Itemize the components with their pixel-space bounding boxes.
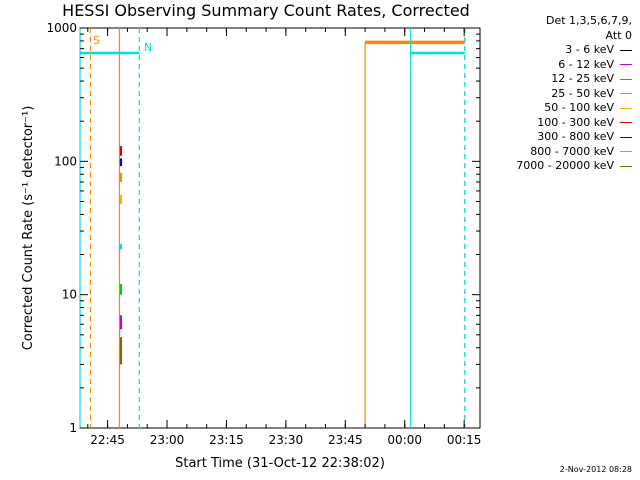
legend-header-line1: Det 1,3,5,6,7,9,	[545, 14, 632, 27]
legend-swatch	[620, 165, 632, 167]
legend-entry: 25 - 50 keV	[484, 87, 632, 102]
y-tick-label: 1	[69, 421, 77, 435]
legend-entry-label: 6 - 12 keV	[558, 57, 614, 71]
chart-title: HESSI Observing Summary Count Rates, Cor…	[62, 1, 470, 20]
y-tick-label: 100	[54, 154, 77, 168]
legend-entry: 100 - 300 keV	[484, 116, 632, 131]
y-tick-label: 1000	[46, 21, 77, 35]
x-tick-label: 23:45	[328, 433, 363, 447]
legend-entry-label: 300 - 800 keV	[537, 130, 614, 143]
legend-entry: 12 - 25 keV	[484, 72, 632, 87]
legend-header-line2: Att 0	[605, 28, 632, 42]
x-tick-label: 23:15	[209, 433, 244, 447]
s-marker-label: S	[93, 34, 100, 47]
generated-date: 2-Nov-2012 08:28	[559, 465, 632, 474]
legend-entry-label: 800 - 7000 keV	[530, 144, 614, 158]
legend-swatch	[620, 136, 632, 138]
legend-entry: 800 - 7000 keV	[484, 145, 632, 160]
legend-swatch	[620, 64, 632, 66]
legend-entries: 3 - 6 keV 6 - 12 keV 12 - 25 keV 25 - 50 ke…	[484, 43, 632, 174]
legend-swatch	[620, 107, 632, 109]
y-tick-label: 10	[62, 288, 77, 302]
legend-entry-label: 12 - 25 keV	[551, 72, 614, 85]
legend: Det 1,3,5,6,7,9, Att 0 3 - 6 keV 6 - 12 k…	[484, 14, 632, 174]
legend-entry: 300 - 800 keV	[484, 130, 632, 145]
n-marker-label: N	[144, 41, 152, 54]
plot-frame	[79, 27, 481, 429]
legend-swatch	[620, 151, 632, 153]
legend-entry-label: 7000 - 20000 keV	[516, 159, 614, 172]
legend-entry: 3 - 6 keV	[484, 43, 632, 58]
x-axis: 22:45 23:00 23:15 23:30 23:45 00:00 00:15	[87, 28, 482, 447]
interval-markers	[79, 28, 466, 428]
y-axis-label: Corrected Count Rate (s⁻¹ detector⁻¹)	[21, 106, 36, 351]
legend-swatch	[620, 49, 632, 51]
legend-entry-label: 50 - 100 keV	[544, 101, 614, 114]
legend-entry: 50 - 100 keV	[484, 101, 632, 116]
legend-swatch	[620, 122, 632, 124]
x-tick-label: 00:15	[447, 433, 482, 447]
x-axis-label: Start Time (31-Oct-12 22:38:02)	[175, 456, 385, 471]
legend-entry-label: 100 - 300 keV	[537, 115, 614, 129]
legend-swatch	[620, 93, 632, 95]
y-axis: 1 10 100 1000	[46, 21, 480, 435]
legend-entry-label: 3 - 6 keV	[565, 43, 614, 56]
x-tick-label: 23:30	[269, 433, 304, 447]
x-tick-label: 22:45	[90, 433, 125, 447]
legend-entry: 6 - 12 keV	[484, 58, 632, 73]
legend-entry: 7000 - 20000 keV	[484, 159, 632, 174]
x-tick-label: 00:00	[387, 433, 422, 447]
x-tick-label: 23:00	[150, 433, 185, 447]
legend-swatch	[620, 78, 632, 80]
legend-entry-label: 25 - 50 keV	[551, 86, 614, 100]
